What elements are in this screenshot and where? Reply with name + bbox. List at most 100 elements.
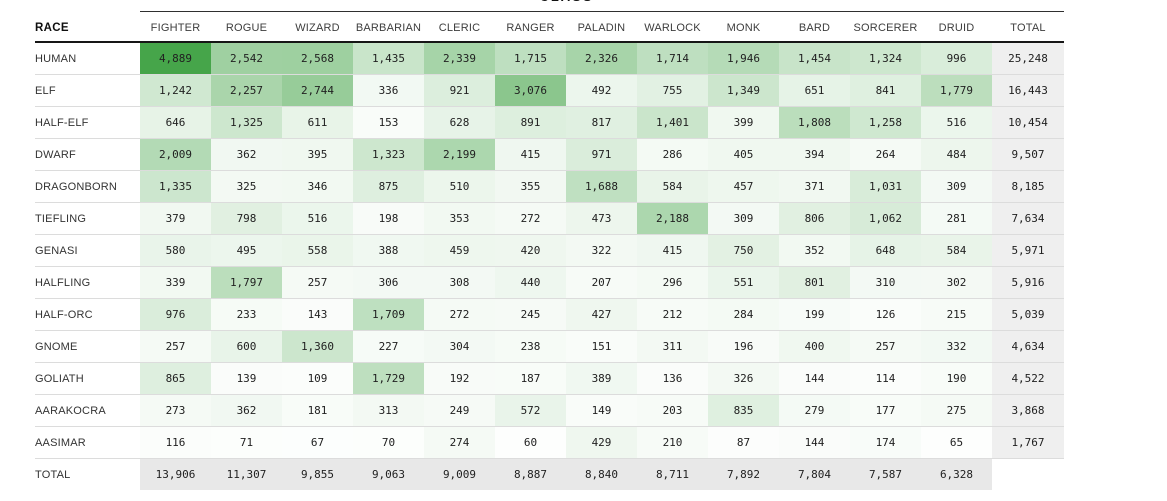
heatmap-cell-goliath-paladin: 389 xyxy=(566,362,637,395)
heatmap-cell-dragonborn-paladin: 1,688 xyxy=(566,170,637,203)
heatmap-cell-aarakocra-ranger: 572 xyxy=(495,394,566,427)
heatmap-cell-genasi-sorcerer: 648 xyxy=(850,234,921,267)
heatmap-cell-human-druid: 996 xyxy=(921,42,992,75)
heatmap-cell-dragonborn-warlock: 584 xyxy=(637,170,708,203)
heatmap-cell-halfling-paladin: 207 xyxy=(566,266,637,299)
table-body: HUMAN 4,889 2,542 2,568 1,435 2,339 1,715 2,326… xyxy=(35,42,1064,490)
heatmap-cell-human-fighter: 4,889 xyxy=(140,42,211,75)
heatmap-table: RACE FIGHTER ROGUE WIZARD BARBARIAN CLERIC RAN… xyxy=(35,14,1064,490)
heatmap-cell-gnome-cleric: 304 xyxy=(424,330,495,363)
heatmap-cell-aasimar-wizard: 67 xyxy=(282,426,353,459)
heatmap-cell-dwarf-sorcerer: 264 xyxy=(850,138,921,171)
heatmap-cell-elf-warlock: 755 xyxy=(637,74,708,107)
heatmap-cell-half-elf-barbarian: 153 xyxy=(353,106,424,139)
column-header-wizard: WIZARD xyxy=(282,14,353,43)
heatmap-cell-tiefling-fighter: 379 xyxy=(140,202,211,235)
heatmap-cell-halfling-fighter: 339 xyxy=(140,266,211,299)
heatmap-cell-half-orc-warlock: 212 xyxy=(637,298,708,331)
heatmap-cell-goliath-ranger: 187 xyxy=(495,362,566,395)
heatmap-cell-halfling-wizard: 257 xyxy=(282,266,353,299)
row-label-aasimar: AASIMAR xyxy=(35,426,140,459)
heatmap-cell-elf-paladin: 492 xyxy=(566,74,637,107)
heatmap-cell-elf-fighter: 1,242 xyxy=(140,74,211,107)
heatmap-cell-half-elf-druid: 516 xyxy=(921,106,992,139)
heatmap-cell-gnome-paladin: 151 xyxy=(566,330,637,363)
total-column-header: TOTAL xyxy=(992,14,1064,43)
totals-row-label: TOTAL xyxy=(35,458,140,490)
heatmap-cell-aasimar-ranger: 60 xyxy=(495,426,566,459)
column-total-ranger: 8,887 xyxy=(495,458,566,490)
row-total-half-elf: 10,454 xyxy=(992,106,1064,139)
row-label-goliath: GOLIATH xyxy=(35,362,140,395)
heatmap-cell-goliath-wizard: 109 xyxy=(282,362,353,395)
heatmap-cell-dwarf-warlock: 286 xyxy=(637,138,708,171)
heatmap-cell-genasi-fighter: 580 xyxy=(140,234,211,267)
heatmap-cell-aasimar-druid: 65 xyxy=(921,426,992,459)
heatmap-cell-half-orc-rogue: 233 xyxy=(211,298,282,331)
heatmap-cell-dragonborn-sorcerer: 1,031 xyxy=(850,170,921,203)
column-total-sorcerer: 7,587 xyxy=(850,458,921,490)
grand-total-cell xyxy=(992,458,1064,490)
heatmap-cell-aasimar-bard: 144 xyxy=(779,426,850,459)
heatmap-cell-aarakocra-rogue: 362 xyxy=(211,394,282,427)
heatmap-cell-half-orc-sorcerer: 126 xyxy=(850,298,921,331)
heatmap-cell-goliath-warlock: 136 xyxy=(637,362,708,395)
heatmap-cell-halfling-ranger: 440 xyxy=(495,266,566,299)
class-axis-label: CLASS xyxy=(140,0,993,4)
heatmap-cell-dragonborn-monk: 457 xyxy=(708,170,779,203)
heatmap-cell-genasi-warlock: 415 xyxy=(637,234,708,267)
column-header-druid: DRUID xyxy=(921,14,992,43)
row-total-aasimar: 1,767 xyxy=(992,426,1064,459)
heatmap-cell-tiefling-paladin: 473 xyxy=(566,202,637,235)
heatmap-cell-genasi-monk: 750 xyxy=(708,234,779,267)
heatmap-cell-halfling-barbarian: 306 xyxy=(353,266,424,299)
row-total-genasi: 5,971 xyxy=(992,234,1064,267)
heatmap-cell-half-elf-wizard: 611 xyxy=(282,106,353,139)
heatmap-cell-gnome-wizard: 1,360 xyxy=(282,330,353,363)
heatmap-cell-genasi-rogue: 495 xyxy=(211,234,282,267)
heatmap-cell-dragonborn-rogue: 325 xyxy=(211,170,282,203)
heatmap-cell-tiefling-monk: 309 xyxy=(708,202,779,235)
column-header-cleric: CLERIC xyxy=(424,14,495,43)
row-label-elf: ELF xyxy=(35,74,140,107)
race-row-goliath: GOLIATH 865 139 109 1,729 192 187 389 136 326 144 1… xyxy=(35,362,1064,395)
heatmap-cell-elf-ranger: 3,076 xyxy=(495,74,566,107)
heatmap-cell-aasimar-warlock: 210 xyxy=(637,426,708,459)
heatmap-cell-halfling-rogue: 1,797 xyxy=(211,266,282,299)
column-header-monk: MONK xyxy=(708,14,779,43)
heatmap-cell-gnome-rogue: 600 xyxy=(211,330,282,363)
heatmap-cell-dwarf-cleric: 2,199 xyxy=(424,138,495,171)
row-label-genasi: GENASI xyxy=(35,234,140,267)
heatmap-cell-half-orc-cleric: 272 xyxy=(424,298,495,331)
heatmap-cell-dwarf-ranger: 415 xyxy=(495,138,566,171)
heatmap-cell-halfling-druid: 302 xyxy=(921,266,992,299)
column-total-fighter: 13,906 xyxy=(140,458,211,490)
heatmap-cell-half-elf-ranger: 891 xyxy=(495,106,566,139)
heatmap-cell-human-warlock: 1,714 xyxy=(637,42,708,75)
heatmap-cell-aasimar-paladin: 429 xyxy=(566,426,637,459)
row-total-goliath: 4,522 xyxy=(992,362,1064,395)
heatmap-cell-elf-wizard: 2,744 xyxy=(282,74,353,107)
heatmap-cell-dwarf-paladin: 971 xyxy=(566,138,637,171)
column-total-paladin: 8,840 xyxy=(566,458,637,490)
column-header-ranger: RANGER xyxy=(495,14,566,43)
race-row-elf: ELF 1,242 2,257 2,744 336 921 3,076 492 755 1,349… xyxy=(35,74,1064,107)
heatmap-cell-goliath-bard: 144 xyxy=(779,362,850,395)
heatmap-cell-dwarf-barbarian: 1,323 xyxy=(353,138,424,171)
row-total-aarakocra: 3,868 xyxy=(992,394,1064,427)
heatmap-cell-tiefling-sorcerer: 1,062 xyxy=(850,202,921,235)
row-total-half-orc: 5,039 xyxy=(992,298,1064,331)
race-row-half-elf: HALF-ELF 646 1,325 611 153 628 891 817 1,401 399 1… xyxy=(35,106,1064,139)
heatmap-cell-aarakocra-wizard: 181 xyxy=(282,394,353,427)
heatmap-cell-genasi-ranger: 420 xyxy=(495,234,566,267)
heatmap-cell-dwarf-bard: 394 xyxy=(779,138,850,171)
heatmap-cell-half-orc-monk: 284 xyxy=(708,298,779,331)
heatmap-cell-human-rogue: 2,542 xyxy=(211,42,282,75)
row-label-halfling: HALFLING xyxy=(35,266,140,299)
heatmap-cell-gnome-monk: 196 xyxy=(708,330,779,363)
totals-row: TOTAL 13,906 11,307 9,855 9,063 9,009 8,887 8,8… xyxy=(35,458,1064,490)
heatmap-cell-human-cleric: 2,339 xyxy=(424,42,495,75)
heatmap-cell-human-monk: 1,946 xyxy=(708,42,779,75)
column-header-paladin: PALADIN xyxy=(566,14,637,43)
